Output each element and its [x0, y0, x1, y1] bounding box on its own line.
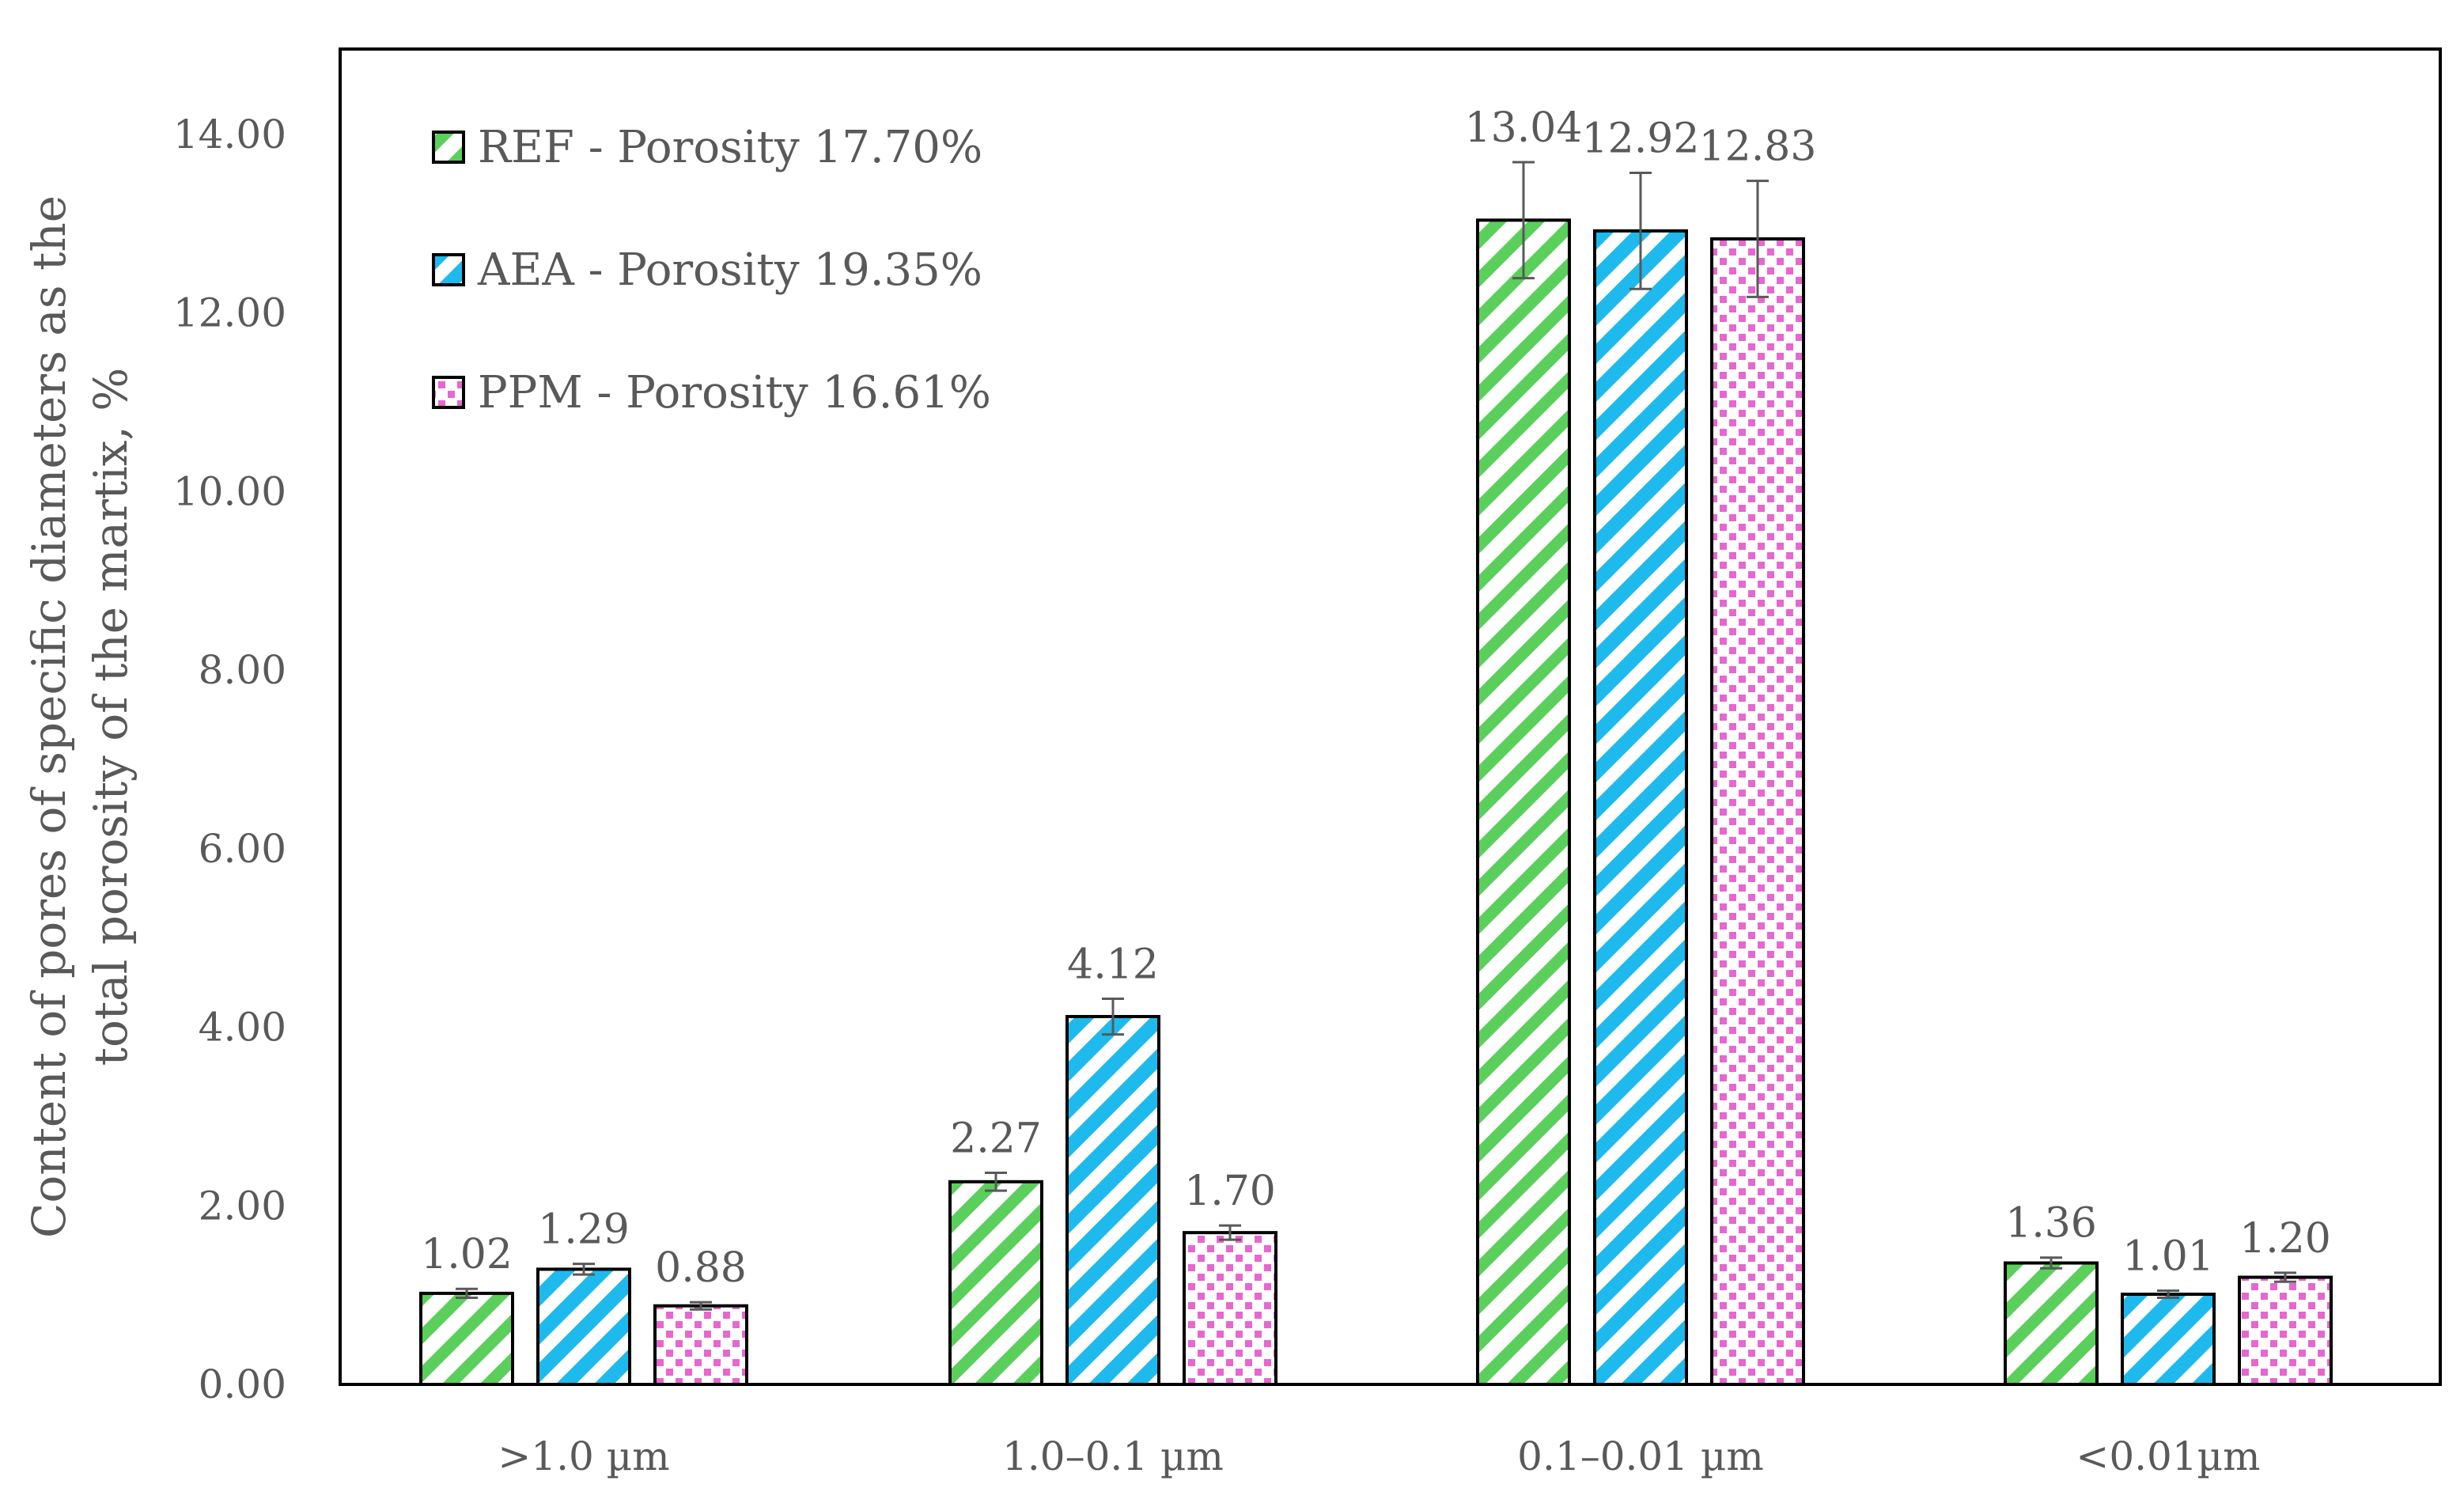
y-tick-label: 14.00 [173, 112, 286, 157]
y-tick-label: 0.00 [199, 1361, 286, 1407]
legend-swatch [432, 376, 465, 409]
data-label: 12.83 [1699, 123, 1817, 171]
data-label: 1.02 [421, 1231, 513, 1278]
legend: REF - Porosity 17.70% AEA - Porosity 19.3… [432, 122, 991, 418]
bar-aea [1065, 1015, 1160, 1387]
bar-aea [1593, 229, 1688, 1387]
y-tick-label: 4.00 [199, 1005, 286, 1051]
y-tick-label: 2.00 [199, 1183, 286, 1229]
x-tick-label: 1.0–0.1 µm [1002, 1433, 1224, 1479]
legend-label: REF - Porosity 17.70% [478, 122, 982, 173]
legend-swatch [432, 131, 465, 164]
y-ticks: 0.00 2.00 4.00 6.00 8.00 10.00 12.00 14.00 [173, 112, 286, 1407]
bar-aea [536, 1267, 631, 1387]
error-bar [1629, 171, 1652, 290]
error-bar [1512, 161, 1535, 280]
y-tick-label: 6.00 [199, 826, 286, 872]
legend-label: PPM - Porosity 16.61% [478, 367, 991, 418]
bar-ppm [653, 1304, 748, 1387]
bar-ref [1476, 218, 1571, 1387]
data-label: 12.92 [1582, 115, 1700, 162]
data-label: 4.12 [1067, 941, 1159, 988]
error-bar [456, 1287, 478, 1300]
error-bar [690, 1301, 712, 1311]
bar-ref [948, 1180, 1043, 1386]
bar-ppm [1710, 237, 1805, 1386]
y-axis-label-line-1: Content of pores of specific diameters a… [22, 195, 76, 1238]
data-label: 1.29 [538, 1206, 630, 1254]
data-label: 1.36 [2005, 1200, 2097, 1248]
bar-ref [419, 1291, 514, 1387]
error-bar [2274, 1271, 2296, 1283]
legend-swatch [432, 253, 465, 286]
x-tick-label: 0.1–0.01 µm [1517, 1433, 1764, 1479]
data-label: 0.88 [655, 1244, 747, 1292]
data-label: 13.04 [1465, 104, 1583, 152]
bar-ref [2004, 1261, 2099, 1386]
y-tick-label: 10.00 [173, 468, 286, 514]
data-label: 1.20 [2239, 1215, 2331, 1263]
error-bar [2040, 1256, 2062, 1270]
y-tick-label: 12.00 [173, 290, 286, 336]
y-axis-label: Content of pores of specific diameters a… [22, 195, 138, 1238]
y-tick-label: 8.00 [199, 647, 286, 693]
x-tick-label: >1.0 µm [498, 1433, 669, 1479]
x-tick-label: <0.01µm [2076, 1433, 2260, 1479]
bars: 1.02 2.27 13.04 1.36 1.29 4.12 12.92 1.01 0.88 1.… [419, 104, 2333, 1387]
error-bar [985, 1172, 1007, 1192]
data-label: 1.01 [2122, 1233, 2214, 1280]
data-label: 1.70 [1184, 1168, 1276, 1215]
legend-label: AEA - Porosity 19.35% [477, 244, 982, 296]
y-axis-label-line-2: total porosity of the martix, % [84, 368, 138, 1066]
error-bar [2157, 1289, 2179, 1300]
error-bar [573, 1263, 595, 1276]
data-label: 2.27 [950, 1115, 1042, 1163]
error-bar [1747, 180, 1769, 298]
bar-aea [2121, 1293, 2216, 1386]
error-bar [1102, 997, 1124, 1036]
bar-ppm [2238, 1275, 2333, 1386]
error-bar [1219, 1224, 1241, 1241]
bar-ppm [1183, 1231, 1277, 1386]
plot-frame [339, 47, 2442, 1386]
x-ticks: >1.0 µm 1.0–0.1 µm 0.1–0.01 µm <0.01µm [498, 1433, 2260, 1479]
